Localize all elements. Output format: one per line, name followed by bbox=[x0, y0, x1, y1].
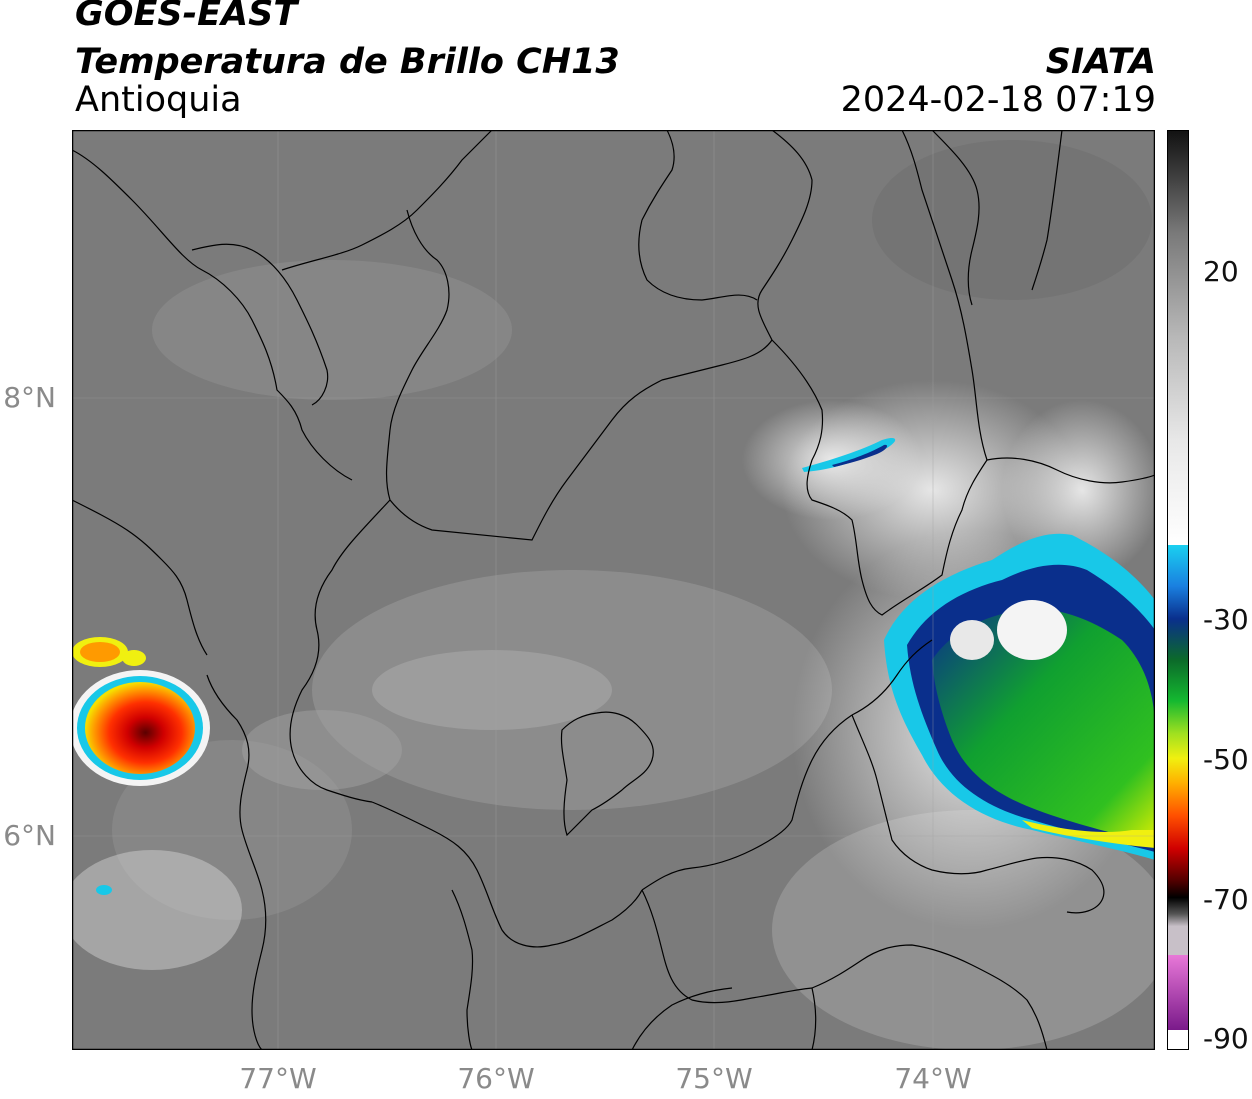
bright-cloud bbox=[1002, 400, 1155, 580]
title-satellite: GOES-EAST bbox=[75, 0, 298, 34]
border bbox=[641, 714, 853, 891]
lat-label: 6°N bbox=[3, 819, 56, 852]
border bbox=[371, 801, 643, 948]
border bbox=[72, 499, 208, 656]
borders bbox=[72, 130, 1155, 1050]
colorbar-tick-label: -90 bbox=[1203, 1022, 1249, 1055]
cloud-field bbox=[152, 260, 512, 400]
lat-label: 8°N bbox=[3, 381, 56, 414]
border bbox=[206, 674, 267, 1050]
cloud-field bbox=[72, 850, 242, 970]
colorbar-tick-label: -50 bbox=[1203, 743, 1249, 776]
satellite-map bbox=[72, 130, 1155, 1050]
graticule bbox=[72, 130, 1155, 1050]
colorbar bbox=[1167, 130, 1189, 1050]
border bbox=[757, 130, 813, 341]
cloud-field bbox=[372, 650, 612, 730]
coastline bbox=[191, 243, 329, 406]
coastline bbox=[281, 130, 493, 271]
border bbox=[631, 987, 733, 1050]
border bbox=[385, 209, 773, 541]
border bbox=[638, 219, 758, 301]
storm-east-hole bbox=[997, 600, 1067, 660]
map-frame bbox=[72, 130, 1155, 1050]
cyan-streak bbox=[802, 437, 896, 472]
border bbox=[451, 889, 474, 1050]
colorbar-tick-label: -30 bbox=[1203, 603, 1249, 636]
storm-west-small-inner bbox=[80, 642, 120, 662]
border bbox=[986, 856, 1105, 914]
storm-east-yellow-band bbox=[1022, 820, 1155, 848]
title-region: Antioquia bbox=[75, 80, 242, 120]
border bbox=[851, 639, 933, 716]
storm-west-core bbox=[85, 682, 195, 774]
border bbox=[641, 889, 813, 1004]
cyan-spot bbox=[96, 885, 112, 895]
lon-label: 74°W bbox=[894, 1062, 972, 1095]
border bbox=[289, 499, 391, 803]
title-product: Temperatura de Brillo CH13 bbox=[75, 42, 620, 82]
cloud-field bbox=[872, 140, 1152, 300]
border bbox=[1031, 130, 1063, 291]
credit-label: SIATA bbox=[1045, 42, 1156, 82]
colorbar-tick-label: -70 bbox=[1203, 883, 1249, 916]
lon-label: 76°W bbox=[457, 1062, 535, 1095]
border bbox=[811, 944, 1048, 1050]
storm-east-green bbox=[932, 609, 1155, 845]
border bbox=[901, 130, 988, 461]
timestamp-label: 2024-02-18 07:19 bbox=[840, 80, 1156, 120]
colorbar-tick-label: 20 bbox=[1203, 255, 1239, 288]
border bbox=[986, 457, 1155, 484]
storm-west-small2 bbox=[122, 650, 146, 666]
border bbox=[771, 339, 988, 616]
border bbox=[811, 987, 817, 1050]
lon-label: 75°W bbox=[675, 1062, 753, 1095]
border bbox=[851, 714, 988, 875]
border bbox=[931, 130, 980, 306]
blue-streak bbox=[832, 444, 888, 467]
storm-east-hole bbox=[950, 620, 994, 660]
border bbox=[641, 130, 675, 221]
border bbox=[560, 711, 654, 837]
cloud-field bbox=[242, 710, 402, 790]
coastline bbox=[72, 149, 353, 481]
lon-label: 77°W bbox=[239, 1062, 317, 1095]
